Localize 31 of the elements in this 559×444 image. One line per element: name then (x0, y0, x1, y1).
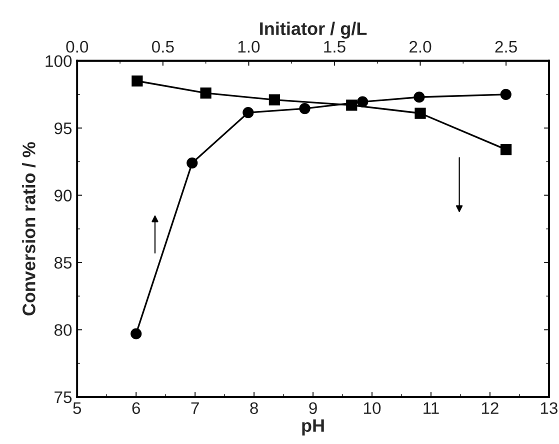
x-tick-label: 7 (191, 402, 199, 414)
x-axis-title: pH (302, 419, 324, 436)
y-tick-label: 80 (54, 324, 72, 336)
y-tick-label: 100 (46, 55, 72, 68)
x2-tick-label: 2.0 (410, 40, 432, 53)
x2-tick-label: 1.5 (324, 41, 346, 53)
point (130, 328, 142, 340)
y-tick-label: 90 (54, 190, 72, 202)
y-tick-label: 95 (54, 122, 72, 134)
x-tick-label: 5 (73, 402, 82, 414)
point (414, 92, 425, 103)
point (186, 157, 198, 169)
point (242, 107, 254, 118)
y-axis-title: Conversion ratio / % (22, 142, 36, 316)
x2-axis-title: Initiator / g/L (260, 22, 367, 39)
y-tick-label: 75 (54, 392, 72, 404)
x2-tick-label: 0.5 (152, 40, 174, 53)
y-tick-label: 85 (54, 256, 72, 269)
x2-tick-label: 1.0 (238, 40, 260, 53)
x-tick-label: 8 (250, 402, 258, 414)
x-tick-label: 6 (132, 402, 140, 414)
x-tick-label: 12 (482, 402, 498, 414)
x-tick-label: 11 (424, 402, 439, 414)
point (357, 96, 368, 108)
x-tick-label: 9 (309, 402, 317, 414)
point (299, 103, 310, 114)
x-tick-label: 13 (540, 402, 558, 414)
x-tick-label: 10 (364, 402, 381, 414)
point (500, 88, 512, 100)
x2-tick-label: 2.5 (495, 40, 517, 53)
x2-tick-label: 0.0 (66, 40, 88, 53)
